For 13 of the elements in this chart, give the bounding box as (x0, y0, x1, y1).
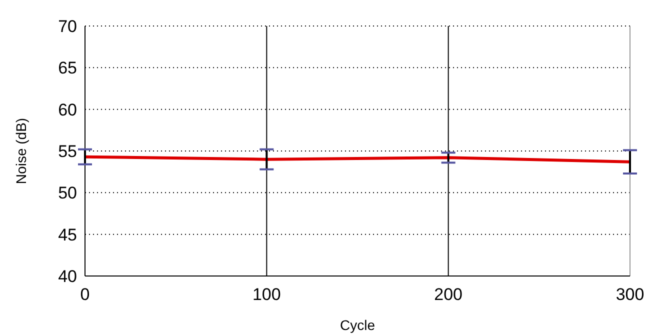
y-tick-label: 65 (58, 58, 77, 78)
x-axis-title: Cycle (340, 317, 376, 333)
y-tick-label: 45 (58, 225, 77, 244)
y-tick-label: 70 (58, 16, 77, 36)
y-tick-label: 55 (58, 142, 77, 161)
y-tick-label: 50 (58, 184, 77, 203)
y-tick-label: 40 (58, 266, 77, 286)
x-tick-label: 0 (80, 285, 90, 304)
x-tick-label: 300 (616, 285, 644, 304)
x-tick-label: 100 (252, 285, 281, 304)
y-axis-title: Noise (dB) (13, 118, 29, 184)
x-tick-label: 200 (434, 285, 463, 304)
y-tick-label: 60 (58, 100, 77, 120)
